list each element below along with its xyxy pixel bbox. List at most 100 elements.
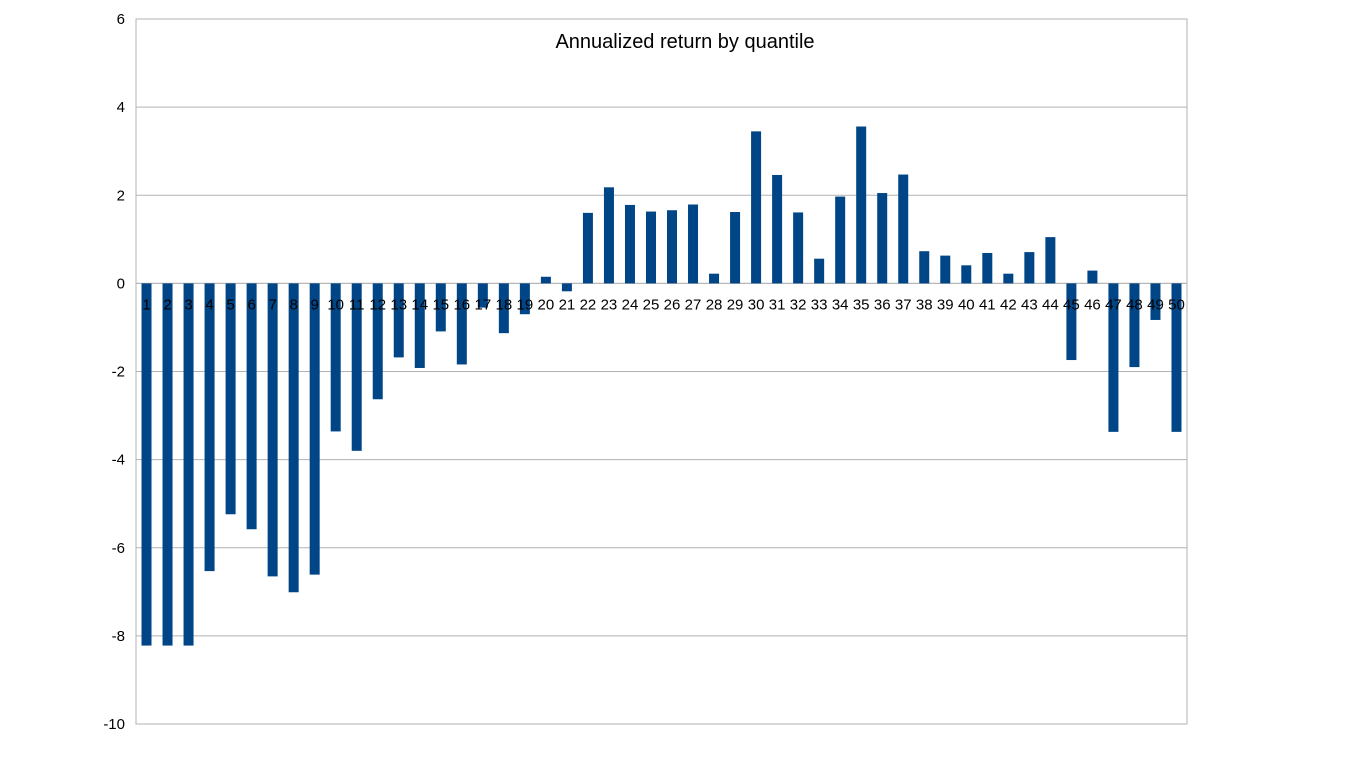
bar [1108, 283, 1119, 432]
x-tick-label: 38 [916, 296, 933, 313]
x-tick-label: 50 [1168, 296, 1185, 313]
bar [288, 283, 299, 593]
bar [1129, 283, 1140, 368]
x-tick-label: 2 [163, 296, 171, 313]
x-tick-label: 1 [142, 296, 150, 313]
bar [1024, 252, 1035, 284]
x-tick-label: 37 [895, 296, 912, 313]
x-tick-label: 16 [453, 296, 470, 313]
x-tick-label: 45 [1063, 296, 1080, 313]
y-tick-label: 4 [117, 99, 125, 116]
x-tick-label: 44 [1042, 296, 1059, 313]
bar [309, 283, 320, 575]
x-tick-label: 13 [390, 296, 407, 313]
x-tick-label: 29 [727, 296, 744, 313]
x-tick-label: 49 [1147, 296, 1164, 313]
x-tick-label: 33 [811, 296, 828, 313]
bar [204, 283, 215, 572]
bar [498, 283, 509, 334]
bar [477, 283, 488, 308]
x-tick-label: 7 [268, 296, 276, 313]
chart-title: Annualized return by quantile [555, 31, 814, 53]
bar [1150, 283, 1161, 320]
y-tick-label: -8 [112, 628, 125, 645]
x-tick-label: 15 [432, 296, 449, 313]
x-tick-label: 23 [601, 296, 618, 313]
bar [730, 211, 741, 284]
y-tick-label: -2 [112, 364, 125, 381]
bar [1003, 273, 1014, 284]
bar [814, 258, 825, 284]
x-tick-label: 9 [310, 296, 318, 313]
x-tick-label: 27 [685, 296, 702, 313]
x-tick-label: 39 [937, 296, 954, 313]
bar [1171, 283, 1182, 432]
x-tick-label: 4 [205, 296, 213, 313]
x-tick-label: 32 [790, 296, 807, 313]
bar [751, 131, 762, 284]
x-tick-label: 17 [474, 296, 491, 313]
bar [456, 283, 467, 365]
y-tick-label: 6 [117, 11, 125, 28]
bar [393, 283, 404, 358]
bar [645, 211, 656, 284]
bar [519, 283, 530, 315]
bar [624, 204, 635, 284]
y-tick-label: -4 [112, 452, 125, 469]
bar [856, 126, 867, 284]
y-tick-label: 0 [117, 275, 125, 292]
x-tick-label: 3 [184, 296, 192, 313]
bar [372, 283, 383, 400]
bar [582, 212, 593, 284]
bar [351, 283, 362, 451]
bar [667, 210, 678, 284]
x-tick-label: 22 [580, 296, 597, 313]
bar [940, 255, 951, 284]
bar [1045, 237, 1056, 284]
x-tick-label: 47 [1105, 296, 1122, 313]
bars [141, 126, 1182, 646]
bar [141, 283, 152, 646]
x-tick-label: 30 [748, 296, 765, 313]
bar [793, 212, 804, 284]
bar [183, 283, 194, 646]
bar [919, 251, 930, 284]
bar [540, 276, 551, 284]
bar [709, 273, 720, 284]
bar [162, 283, 173, 646]
bar [603, 187, 614, 284]
x-tick-label: 25 [643, 296, 660, 313]
y-tick-label: 2 [117, 187, 125, 204]
x-tick-label: 14 [411, 296, 428, 313]
x-tick-label: 36 [874, 296, 891, 313]
bar [267, 283, 278, 577]
x-axis-tick-labels: 1 2 3 4 5 6 7 8 9 10 11 12 13 14 15 16 17 18 19 20 21 22 23 24 2… [142, 296, 1184, 313]
x-tick-label: 41 [979, 296, 996, 313]
bar [435, 283, 446, 332]
x-tick-label: 48 [1126, 296, 1143, 313]
bar [982, 252, 993, 284]
x-tick-label: 35 [853, 296, 870, 313]
x-tick-label: 43 [1021, 296, 1038, 313]
x-tick-label: 6 [247, 296, 255, 313]
x-tick-label: 10 [327, 296, 344, 313]
plot-border [135, 18, 1188, 725]
x-tick-label: 20 [538, 296, 555, 313]
bar [961, 265, 972, 284]
x-tick-label: 11 [349, 296, 365, 313]
x-tick-label: 8 [289, 296, 297, 313]
x-tick-label: 5 [226, 296, 234, 313]
x-tick-label: 26 [664, 296, 681, 313]
x-tick-label: 46 [1084, 296, 1101, 313]
bar [772, 174, 783, 284]
y-axis-tick-labels: 6 4 2 0 -2 -4 -6 -8 -10 [103, 11, 125, 733]
x-tick-label: 12 [369, 296, 386, 313]
x-tick-label: 28 [706, 296, 723, 313]
bar [414, 283, 425, 368]
bar [1087, 270, 1098, 284]
x-tick-label: 18 [496, 296, 513, 313]
bar [225, 283, 236, 515]
bar [246, 283, 257, 530]
x-tick-label: 19 [517, 296, 534, 313]
